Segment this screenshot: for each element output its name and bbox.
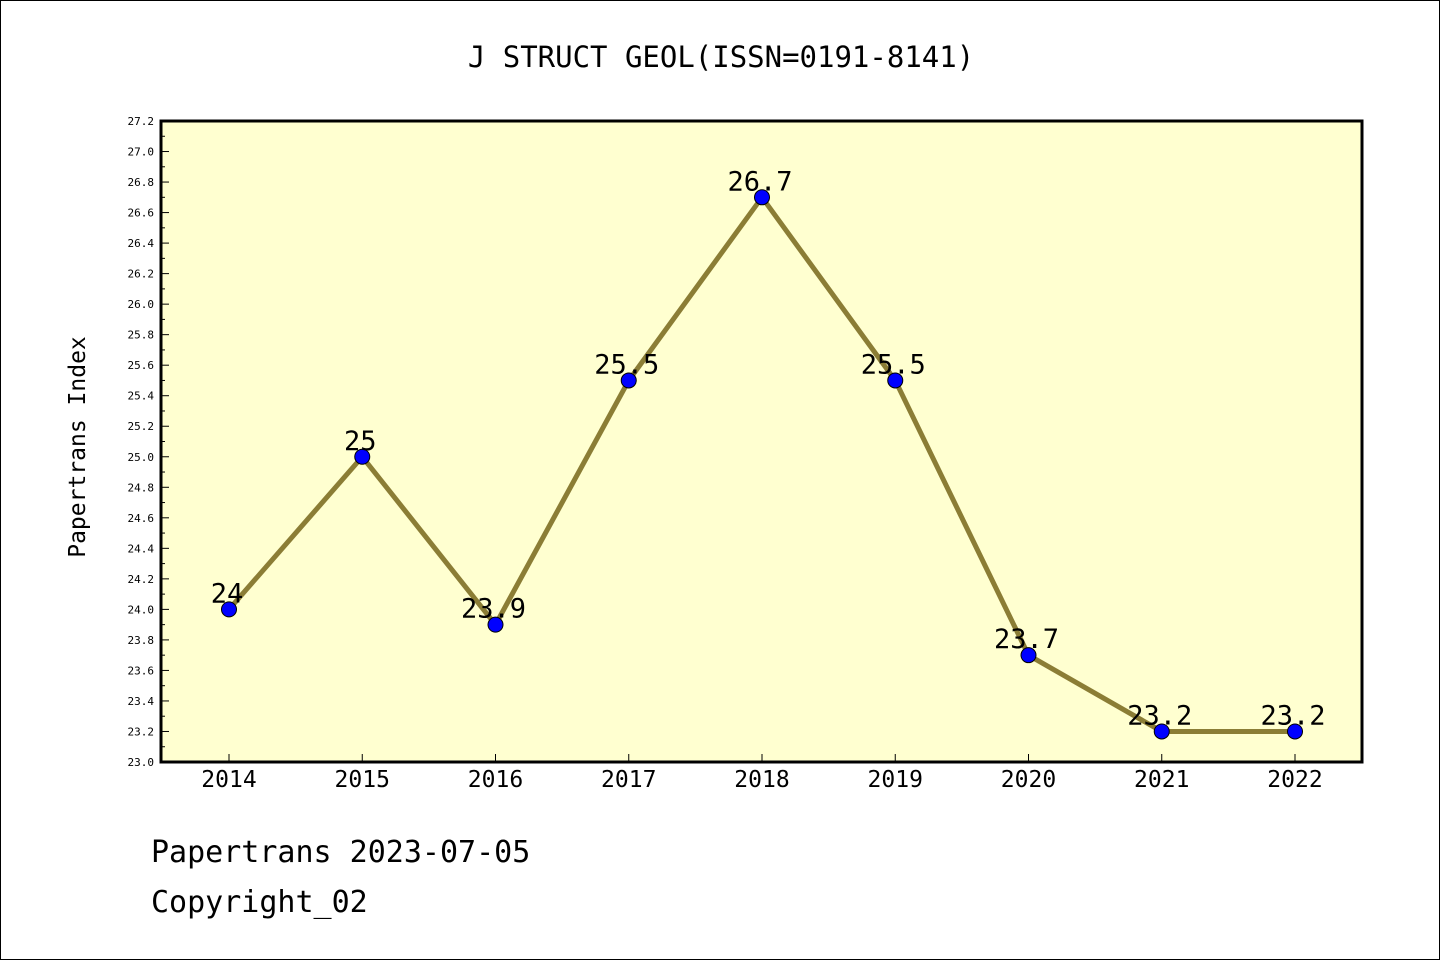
data-point: [1020, 647, 1037, 664]
series-papertrans-index: [221, 189, 1303, 740]
y-tick-label: 24.4: [128, 542, 155, 555]
data-label: 24: [211, 578, 244, 609]
data-point: [887, 372, 904, 389]
y-tick-label: 27.0: [128, 146, 155, 159]
footer-date: Papertrans 2023-07-05: [151, 835, 531, 870]
x-tick-label: 2015: [335, 767, 390, 793]
data-labels: 24 25 23.9 25.5 26.7 25.5 23.7 23.2 23.2: [211, 166, 1326, 731]
y-tick-label: 26.8: [128, 176, 155, 189]
y-tick-label: 26.6: [128, 207, 155, 220]
y-tick-label: 24.2: [128, 573, 155, 586]
chart-title: J STRUCT GEOL(ISSN=0191-8141): [468, 40, 974, 74]
data-label: 26.7: [727, 166, 792, 197]
plot-area: [159, 119, 1364, 764]
x-tick-label: 2019: [868, 767, 923, 793]
y-axis: 23.0 23.2 23.4 23.6 23.8 24.0 24.2 24.4 24.6 24.8…: [128, 115, 169, 769]
data-point: [754, 189, 770, 206]
data-label: 23.7: [994, 624, 1059, 655]
data-point: [487, 616, 504, 633]
y-tick-label: 25.2: [128, 420, 155, 433]
y-tick-label: 23.6: [128, 664, 155, 677]
data-label: 23.9: [461, 594, 526, 625]
x-tick-label: 2022: [1267, 767, 1322, 793]
data-point: [620, 372, 637, 389]
x-axis: 2014 2015 2016 2017 2018 2019 2020 2021 2022: [201, 754, 1323, 793]
x-tick-label: 2020: [1001, 767, 1056, 793]
x-tick-label: 2016: [468, 767, 523, 793]
data-label: 25.5: [594, 349, 659, 380]
data-point: [221, 601, 237, 618]
y-tick-label: 25.0: [128, 451, 155, 464]
data-label: 23.2: [1127, 700, 1192, 731]
y-tick-label: 26.4: [128, 237, 155, 250]
footer-copyright: Copyright_02: [151, 885, 368, 920]
y-tick-label: 23.4: [128, 695, 155, 708]
y-tick-label: 23.8: [128, 634, 155, 647]
y-tick-label: 25.4: [128, 390, 155, 403]
y-tick-label: 26.2: [128, 268, 155, 281]
y-tick-label: 27.2: [128, 115, 155, 128]
y-tick-label: 23.2: [128, 725, 155, 738]
data-point: [1287, 723, 1303, 740]
x-tick-label: 2021: [1134, 767, 1189, 793]
x-tick-label: 2017: [601, 767, 656, 793]
y-tick-label: 24.6: [128, 512, 155, 525]
y-axis-title: Papertrans Index: [65, 336, 91, 558]
y-tick-label: 24.0: [128, 603, 155, 616]
y-tick-label: 26.0: [128, 298, 155, 311]
y-tick-label: 23.0: [128, 756, 155, 769]
data-label: 23.2: [1260, 700, 1325, 731]
x-tick-label: 2018: [734, 767, 789, 793]
data-label: 25.5: [861, 349, 926, 380]
data-label: 25: [344, 426, 377, 457]
data-point: [1153, 723, 1170, 740]
y-tick-label: 24.8: [128, 481, 155, 494]
x-tick-label: 2014: [201, 767, 256, 793]
y-tick-label: 25.6: [128, 359, 155, 372]
data-point: [354, 448, 371, 465]
y-tick-label: 25.8: [128, 329, 155, 342]
